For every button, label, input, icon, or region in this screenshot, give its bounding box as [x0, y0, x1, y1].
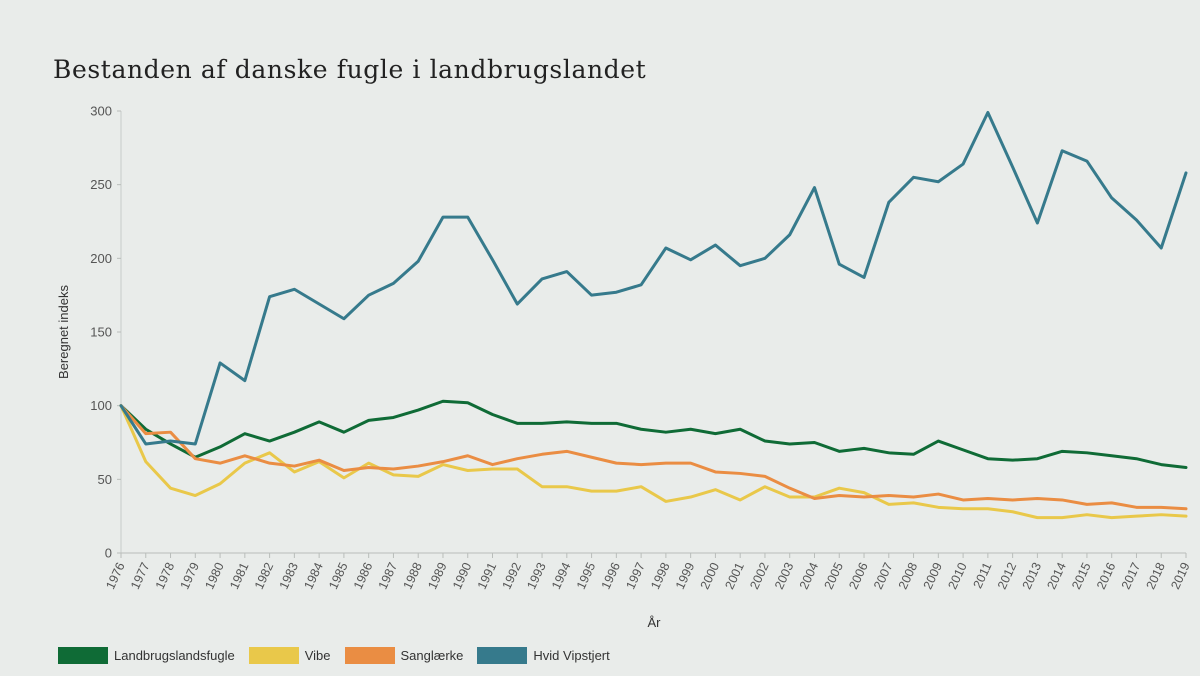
x-tick-label: 2008: [896, 560, 920, 591]
series-line-2: [119, 404, 1188, 511]
x-tick-label: 1983: [277, 560, 301, 591]
x-tick-label: 1984: [301, 560, 325, 591]
y-tick-label: 50: [98, 472, 112, 487]
legend-swatch: [58, 647, 108, 664]
x-tick-label: 2013: [1020, 560, 1044, 591]
x-tick-label: 1977: [128, 560, 152, 591]
x-tick-label: 2014: [1044, 560, 1068, 591]
x-tick-label: 1994: [549, 560, 573, 591]
x-tick-label: 1992: [500, 560, 524, 591]
x-tick-label: 2019: [1168, 560, 1192, 591]
legend-swatch: [477, 647, 528, 664]
y-tick-label: 150: [90, 325, 112, 340]
y-tick-label: 200: [90, 251, 112, 266]
y-tick-label: 250: [90, 177, 112, 192]
chart-title: Bestanden af danske fugle i landbrugslan…: [53, 55, 647, 84]
x-tick-label: 2016: [1094, 560, 1118, 591]
x-tick-label: 1985: [326, 560, 350, 591]
legend-item[interactable]: Sanglærke: [344, 647, 464, 664]
x-tick-label: 2006: [846, 560, 870, 591]
x-tick-label: 1991: [475, 560, 499, 591]
x-tick-label: 2017: [1119, 560, 1143, 591]
legend-label: Sanglærke: [400, 648, 464, 663]
legend-item[interactable]: Landbrugslandsfugle: [58, 647, 235, 664]
x-tick-label: 1996: [599, 560, 623, 591]
legend-item[interactable]: Vibe: [248, 647, 331, 664]
x-tick-label: 1990: [450, 560, 474, 591]
legend-label: Vibe: [304, 648, 331, 663]
x-tick-label: 1993: [524, 560, 548, 591]
x-tick-label: 1995: [574, 560, 598, 591]
legend-label: Landbrugslandsfugle: [114, 648, 235, 663]
y-tick-label: 100: [90, 398, 112, 413]
series-line-3: [119, 110, 1188, 446]
series-line-1: [119, 404, 1188, 520]
x-tick-label: 1982: [252, 560, 276, 591]
legend-item[interactable]: Hvid Vipstjert: [477, 647, 610, 664]
x-tick-label: 2003: [772, 560, 796, 591]
y-axis-label: Beregnet indeks: [56, 285, 71, 379]
x-tick-label: 2018: [1144, 560, 1168, 591]
x-tick-label: 2009: [921, 560, 945, 591]
legend: Landbrugslandsfugle Vibe Sanglærke Hvid Vip…: [58, 647, 624, 664]
legend-swatch: [248, 647, 299, 664]
x-axis-label: År: [648, 615, 662, 630]
x-tick-label: 1988: [400, 560, 424, 591]
x-tick-label: 1980: [202, 560, 226, 591]
x-tick-label: 1998: [648, 560, 672, 591]
x-tick-label: 1979: [178, 560, 202, 591]
x-tick-label: 2002: [747, 560, 771, 591]
series-layer: [119, 110, 1188, 520]
x-tick-label: 2000: [698, 560, 722, 591]
x-tick-label: 1978: [153, 560, 177, 591]
x-tick-label: 1997: [623, 560, 647, 591]
legend-swatch: [344, 647, 395, 664]
y-tick-label: 300: [90, 104, 112, 119]
x-tick-label: 2010: [945, 560, 969, 591]
x-tick-label: 2012: [995, 560, 1019, 591]
x-tick-label: 2007: [871, 560, 895, 591]
y-tick-label: 0: [105, 546, 112, 561]
x-tick-label: 2004: [797, 560, 821, 591]
x-tick-label: 1999: [673, 560, 697, 591]
x-tick-label: 2005: [822, 560, 846, 591]
series-line-0: [119, 399, 1188, 470]
x-tick-label: 1976: [103, 560, 127, 591]
x-tick-label: 1986: [351, 560, 375, 591]
x-tick-label: 1981: [227, 560, 251, 591]
x-tick-label: 2001: [722, 560, 746, 591]
x-tick-label: 1987: [376, 560, 400, 591]
legend-label: Hvid Vipstjert: [533, 648, 610, 663]
x-tick-label: 1989: [425, 560, 449, 591]
x-tick-label: 2011: [971, 560, 995, 590]
x-tick-label: 2015: [1069, 560, 1093, 591]
